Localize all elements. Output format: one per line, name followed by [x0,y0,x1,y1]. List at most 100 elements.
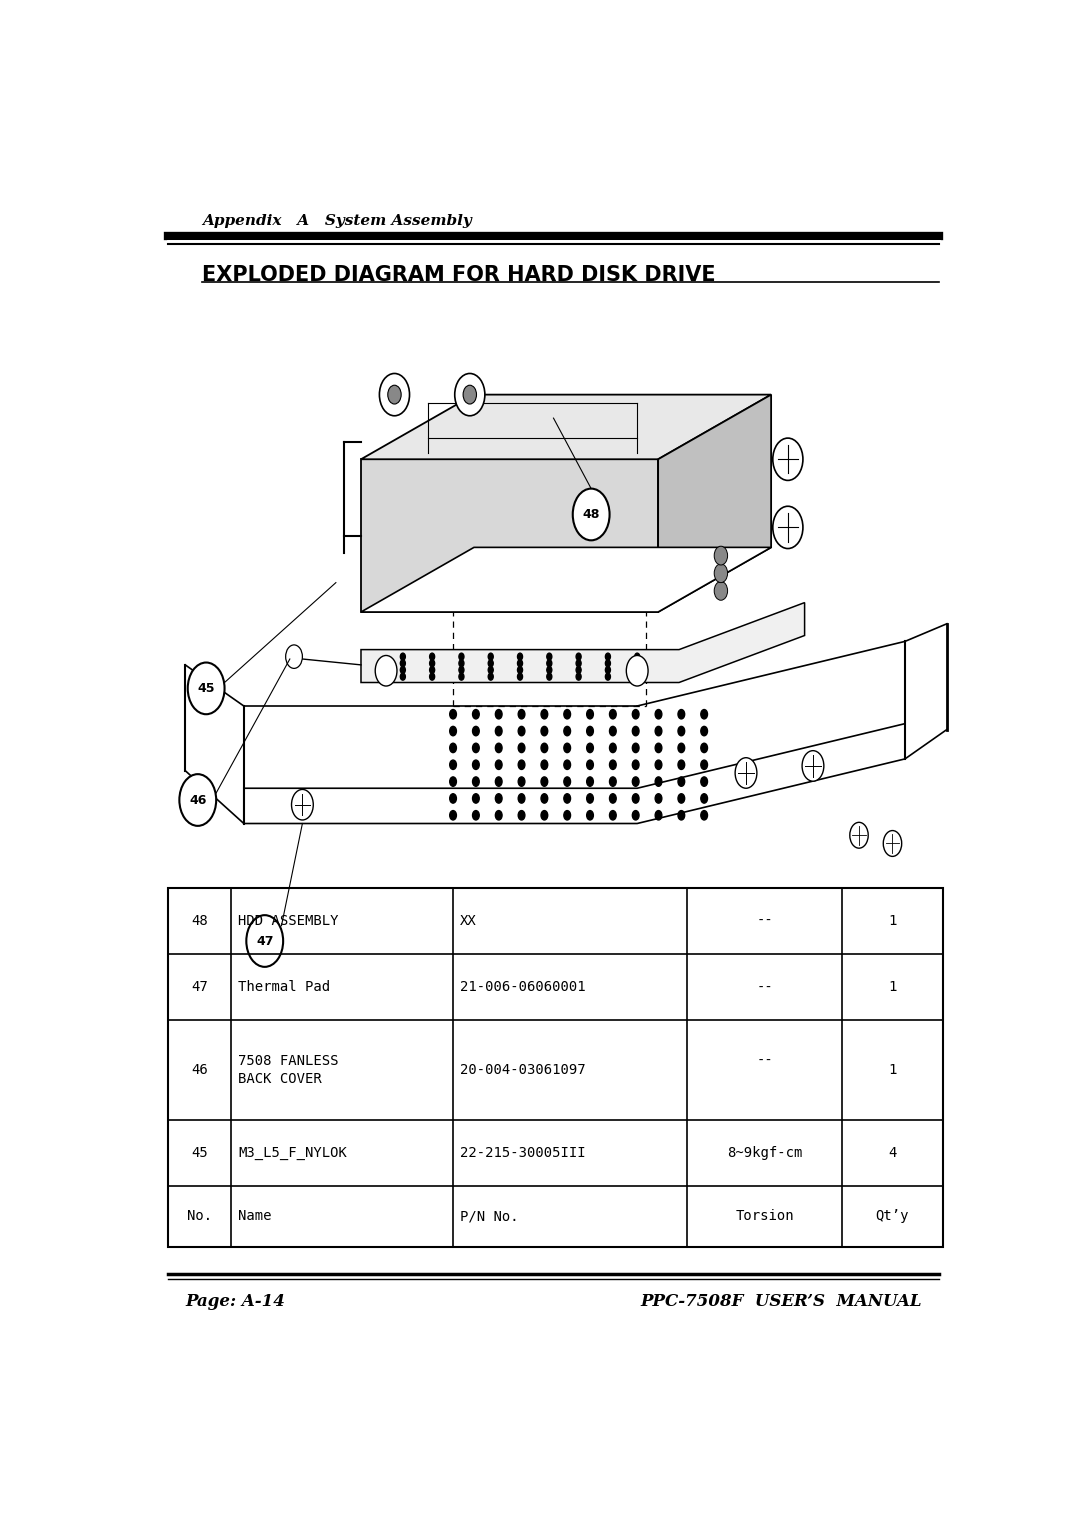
Text: Name: Name [238,1209,271,1224]
Circle shape [285,645,302,668]
Circle shape [449,743,457,752]
Circle shape [564,726,570,736]
Circle shape [576,673,581,681]
Circle shape [632,710,639,719]
Circle shape [496,760,502,769]
Text: M3_L5_F_NYLOK: M3_L5_F_NYLOK [238,1146,347,1160]
Circle shape [473,777,480,786]
Circle shape [632,777,639,786]
Circle shape [714,563,728,583]
Circle shape [586,710,593,719]
Circle shape [488,673,494,681]
Circle shape [678,810,685,819]
Text: 1: 1 [888,980,896,995]
Circle shape [401,659,405,667]
Text: Thermal Pad: Thermal Pad [238,980,330,995]
Circle shape [463,385,476,404]
Text: 48: 48 [191,914,208,928]
Circle shape [701,810,707,819]
Circle shape [246,916,283,967]
Text: Torsion: Torsion [735,1209,794,1224]
Circle shape [576,659,581,667]
Circle shape [430,667,434,673]
Text: HDD ASSEMBLY: HDD ASSEMBLY [238,914,338,928]
Circle shape [773,507,802,548]
Text: 45: 45 [191,1146,208,1160]
Circle shape [449,760,457,769]
Circle shape [473,743,480,752]
Circle shape [606,673,610,681]
Circle shape [586,743,593,752]
Circle shape [541,777,548,786]
Circle shape [632,794,639,803]
Circle shape [459,659,464,667]
Circle shape [609,760,617,769]
Circle shape [635,653,639,661]
Circle shape [488,653,494,661]
Circle shape [518,810,525,819]
Text: 46: 46 [189,794,206,807]
Circle shape [546,653,552,661]
Circle shape [496,777,502,786]
Text: P/N No.: P/N No. [460,1209,518,1224]
Circle shape [576,667,581,673]
Circle shape [496,726,502,736]
Circle shape [541,810,548,819]
Circle shape [496,810,502,819]
Circle shape [632,810,639,819]
Circle shape [609,710,617,719]
Text: 21-006-06060001: 21-006-06060001 [460,980,585,995]
Circle shape [735,758,757,789]
Circle shape [517,659,523,667]
Circle shape [546,673,552,681]
Circle shape [518,726,525,736]
Bar [168,888,943,1247]
Circle shape [701,760,707,769]
Circle shape [401,673,405,681]
Circle shape [606,659,610,667]
Circle shape [473,726,480,736]
Text: PPC-7508F  USER’S  MANUAL: PPC-7508F USER’S MANUAL [640,1293,922,1311]
Circle shape [701,777,707,786]
Text: 45: 45 [198,682,215,694]
Circle shape [656,760,662,769]
Circle shape [678,760,685,769]
Circle shape [518,743,525,752]
Circle shape [449,710,457,719]
Text: EXPLODED DIAGRAM FOR HARD DISK DRIVE: EXPLODED DIAGRAM FOR HARD DISK DRIVE [202,266,716,285]
Text: 47: 47 [256,934,273,948]
Polygon shape [361,459,658,612]
Circle shape [517,667,523,673]
Circle shape [609,810,617,819]
Circle shape [496,710,502,719]
Circle shape [564,760,570,769]
Circle shape [564,810,570,819]
Circle shape [449,810,457,819]
Circle shape [188,662,225,714]
Circle shape [473,710,480,719]
Circle shape [678,710,685,719]
Circle shape [586,726,593,736]
Text: --: -- [756,980,773,995]
Circle shape [401,653,405,661]
Circle shape [656,726,662,736]
Circle shape [632,760,639,769]
Circle shape [430,653,434,661]
Circle shape [430,659,434,667]
Text: 4: 4 [888,1146,896,1160]
Text: XX: XX [460,914,476,928]
Circle shape [635,659,639,667]
Circle shape [678,794,685,803]
Circle shape [518,760,525,769]
Text: 1: 1 [888,914,896,928]
Circle shape [541,794,548,803]
Polygon shape [361,395,771,459]
Circle shape [714,581,728,600]
Circle shape [546,667,552,673]
Circle shape [496,743,502,752]
Circle shape [541,743,548,752]
Text: 8~9kgf-cm: 8~9kgf-cm [727,1146,802,1160]
Circle shape [572,488,609,540]
Circle shape [635,673,639,681]
Circle shape [541,760,548,769]
